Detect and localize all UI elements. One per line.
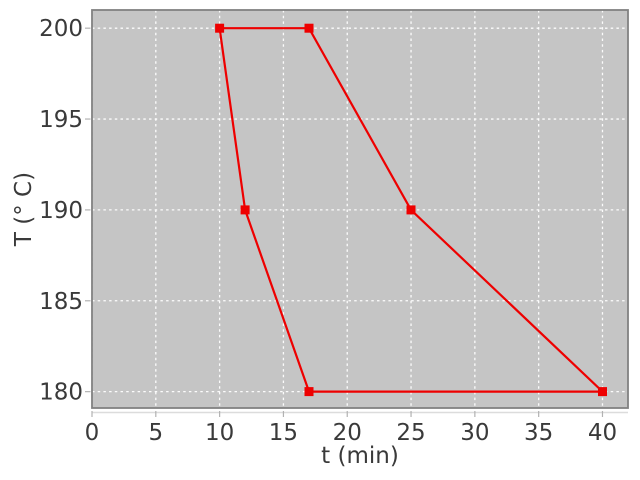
series-layer	[215, 23, 607, 397]
y-tick-label: 200	[39, 16, 83, 42]
x-tick-label: 15	[269, 420, 298, 446]
x-tick-label: 25	[396, 420, 425, 446]
x-tick-label: 35	[524, 420, 553, 446]
y-tick-label: 190	[39, 198, 83, 224]
x-axis-label: t (min)	[321, 443, 399, 469]
x-tick-label: 0	[85, 420, 100, 446]
axis-layer: 0 5 10 15 20 25 30 35 40 180 185 190 195 200	[39, 16, 628, 446]
x-tick-label: 10	[205, 420, 234, 446]
data-point-marker	[240, 205, 250, 215]
plot-border	[91, 9, 629, 409]
y-tick-label: 180	[39, 380, 83, 406]
y-axis-label: T (° C)	[11, 172, 37, 247]
x-tick-label: 5	[148, 420, 163, 446]
data-point-marker	[304, 387, 314, 397]
y-tick-label: 195	[39, 107, 83, 133]
x-tick-label: 30	[460, 420, 489, 446]
data-point-marker	[598, 387, 607, 397]
x-tick-label: 20	[333, 420, 362, 446]
plot-area	[92, 10, 628, 408]
data-point-marker	[215, 23, 225, 33]
data-point-marker	[304, 23, 314, 33]
x-tick-label: 40	[588, 420, 617, 446]
data-point-marker	[406, 205, 416, 215]
y-tick-label: 185	[39, 289, 83, 315]
